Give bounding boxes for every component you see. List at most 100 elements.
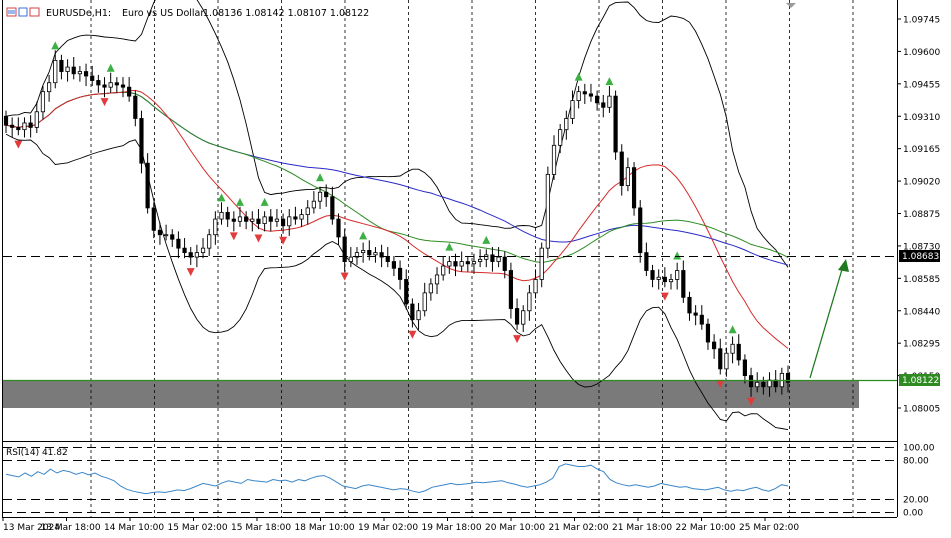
- up-signal-arrow: [316, 173, 325, 182]
- symbol-description: Euro vs US Dollar: [122, 8, 204, 19]
- up-signal-arrow: [51, 41, 60, 50]
- bull-candle: [213, 218, 218, 236]
- up-signal-arrow: [482, 235, 491, 244]
- bull-candle: [77, 71, 82, 75]
- bear-candle: [10, 124, 15, 128]
- bear-candle: [514, 308, 520, 325]
- bull-candle: [724, 352, 729, 370]
- up-signal-arrow: [673, 251, 682, 260]
- time-tick-label: 25 Mar 02:00: [739, 523, 799, 533]
- up-signal-arrow: [217, 193, 226, 202]
- rsi-axis: 100.00 80.00 20.00 0.00: [903, 444, 935, 519]
- bear-candle: [736, 343, 741, 361]
- bear-candle: [397, 267, 403, 280]
- bull-candle: [416, 310, 421, 321]
- current-price-text: 1.08122: [902, 376, 939, 386]
- price-tick-label: 1.09455: [903, 80, 940, 90]
- bear-candle: [188, 252, 193, 258]
- time-tick-label: 19 Mar 02:00: [358, 523, 418, 533]
- bear-candle: [748, 375, 754, 388]
- bear-candle: [139, 118, 144, 164]
- up-signal-arrow: [106, 63, 115, 72]
- down-signal-arrow: [660, 292, 669, 301]
- bear-candle: [367, 249, 372, 256]
- bear-candle: [336, 218, 341, 238]
- bear-candle: [256, 218, 261, 224]
- bear-candle: [785, 372, 791, 383]
- bull-candle: [262, 216, 267, 224]
- bull-candle: [317, 191, 323, 202]
- up-signal-arrow: [574, 72, 583, 81]
- bull-candle: [755, 381, 760, 388]
- bull-candle: [551, 144, 557, 175]
- up-signal-arrow: [605, 77, 614, 86]
- bars-icon[interactable]: [6, 7, 17, 17]
- bear-candle: [83, 71, 89, 77]
- bear-candle: [90, 75, 95, 81]
- time-tick-label: 18 Mar 10:00: [295, 523, 355, 533]
- bear-candle: [127, 86, 132, 97]
- bull-candle: [484, 254, 489, 260]
- bull-candle: [305, 207, 310, 216]
- bear-candle: [404, 279, 409, 305]
- bear-candle: [490, 254, 495, 262]
- bear-candle: [280, 218, 286, 227]
- bull-candle: [299, 214, 304, 220]
- down-signal-arrow: [254, 234, 263, 243]
- price-tick-label: 1.08440: [903, 307, 940, 317]
- time-tick-label: 21 Mar 02:00: [549, 523, 609, 533]
- bear-candle: [176, 238, 181, 249]
- scroll-marker-icon[interactable]: [786, 3, 796, 8]
- time-tick-label: 21 Mar 18:00: [612, 523, 672, 533]
- bull-candle: [47, 82, 52, 93]
- up-signal-arrow: [445, 242, 454, 251]
- down-signal-arrow: [513, 335, 522, 344]
- time-tick-label: 15 Mar 02:00: [168, 523, 228, 533]
- price-tick-label: 1.08005: [903, 405, 940, 415]
- bull-candle: [200, 247, 206, 254]
- time-tick-label: 22 Mar 10:00: [676, 523, 736, 533]
- bull-candle: [447, 261, 452, 267]
- current-price-tag: 1.08122: [899, 374, 940, 386]
- bull-candle: [478, 258, 483, 262]
- time-tick-label: 14 Mar 10:00: [104, 523, 164, 533]
- bear-candle: [644, 252, 649, 271]
- bull-candle: [373, 252, 378, 256]
- bear-candle: [268, 216, 273, 222]
- bear-candle: [508, 270, 514, 309]
- price-tick-label: 1.09020: [903, 178, 940, 188]
- bear-candle: [391, 261, 397, 269]
- rsi-tick-label: 20.00: [903, 496, 929, 506]
- rsi-line: [5, 463, 789, 495]
- bear-candle: [244, 216, 249, 222]
- up-signal-arrow: [260, 197, 269, 206]
- bull-candle: [287, 216, 292, 227]
- up-signal-arrow: [359, 231, 368, 240]
- ma-mid-line: [5, 91, 789, 264]
- price-tick-label: 1.08295: [903, 340, 940, 350]
- bull-candle: [237, 216, 243, 222]
- bull-candle: [428, 283, 433, 294]
- price-tick-label: 1.09310: [903, 113, 940, 123]
- line-icon[interactable]: [29, 7, 40, 17]
- moving-averages: [5, 89, 789, 349]
- bull-candle: [527, 292, 532, 312]
- time-tick-label: 13 Mar 18:00: [41, 523, 101, 533]
- bear-candle: [182, 247, 187, 254]
- bear-candle: [699, 314, 704, 325]
- bear-candle: [59, 59, 64, 72]
- bull-candle: [65, 66, 70, 72]
- bear-candle: [157, 229, 163, 236]
- bear-candle: [761, 381, 766, 388]
- bull-candle: [274, 218, 280, 222]
- level-price-tag: 1.08683: [899, 250, 940, 262]
- bull-candle: [40, 91, 46, 113]
- bull-candle: [668, 279, 674, 283]
- bull-candle: [521, 310, 526, 325]
- bull-candle: [539, 247, 544, 280]
- candles-icon[interactable]: [18, 7, 28, 17]
- bear-candle: [145, 162, 150, 209]
- bull-candle: [570, 100, 575, 119]
